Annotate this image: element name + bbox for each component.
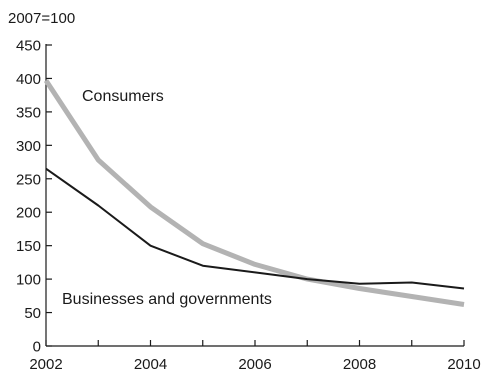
x-tick-label: 2006 [238,356,271,373]
y-axis-ticks: 0 50 100 150 200 250 300 350 400 450 [16,38,52,356]
y-tick-label: 200 [16,205,41,222]
y-tick-label: 350 [16,104,41,121]
series-line-consumers [43,79,465,307]
y-tick-label: 50 [24,305,41,322]
series-label-consumers: Consumers [82,88,164,105]
series-line-businesses-and-governments [45,167,465,290]
y-tick-label: 150 [16,238,41,255]
x-tick-label: 2010 [447,356,480,373]
series-lines [43,79,465,307]
x-axis-ticks: 2002 2004 2006 2008 2010 [29,340,481,373]
y-tick-label: 250 [16,171,41,188]
x-tick-label: 2004 [134,356,167,373]
y-axis-unit-label: 2007=100 [8,10,75,27]
x-tick-label: 2008 [343,356,376,373]
series-label-businesses-and-governments: Businesses and governments [62,291,272,308]
y-tick-label: 450 [16,38,41,55]
y-tick-label: 100 [16,272,41,289]
x-tick-label: 2002 [29,356,62,373]
y-tick-label: 300 [16,138,41,155]
y-tick-label: 400 [16,71,41,88]
y-tick-label: 0 [33,339,41,356]
